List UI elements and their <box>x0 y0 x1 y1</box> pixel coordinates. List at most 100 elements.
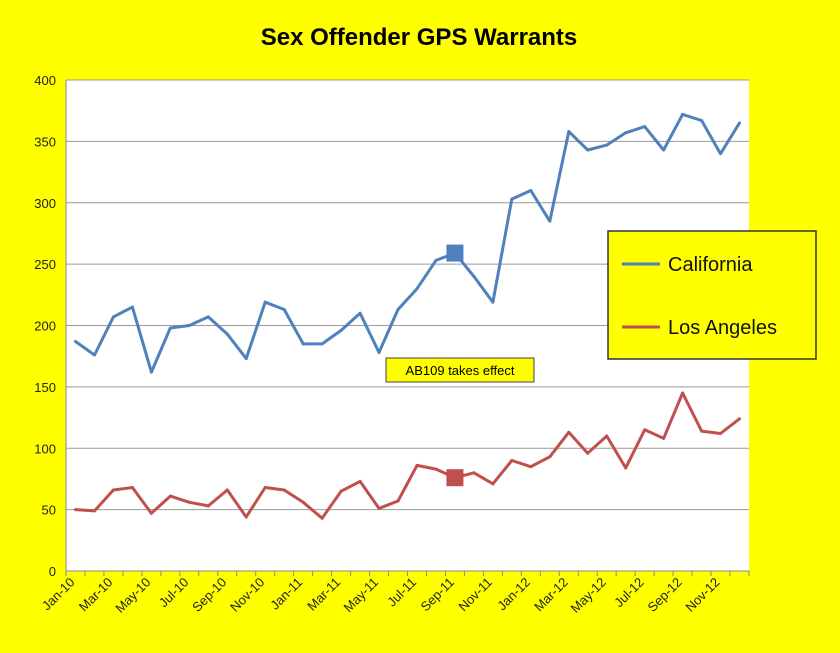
data-point <box>510 197 514 201</box>
data-point <box>529 188 533 192</box>
data-point <box>700 119 704 123</box>
x-tick-label: Mar-10 <box>76 575 116 615</box>
gridlines <box>65 79 749 572</box>
data-point <box>130 305 134 309</box>
data-point <box>301 342 305 346</box>
data-point <box>415 463 419 467</box>
x-tick-label: Jan-10 <box>39 575 78 614</box>
data-point <box>643 125 647 129</box>
data-point <box>168 494 172 498</box>
event-marker <box>446 469 464 487</box>
data-point <box>700 429 704 433</box>
x-tick-label: Sep-11 <box>417 575 457 615</box>
data-point <box>149 511 153 515</box>
data-point <box>111 488 115 492</box>
data-point <box>472 274 476 278</box>
data-point <box>605 434 609 438</box>
x-tick-label: Nov-10 <box>227 575 267 615</box>
x-tick-label: May-12 <box>568 575 609 616</box>
data-point <box>339 489 343 493</box>
x-tick-label: Sep-10 <box>189 575 229 615</box>
y-tick-label: 300 <box>34 196 56 211</box>
data-point <box>643 428 647 432</box>
data-point <box>282 488 286 492</box>
data-point <box>472 471 476 475</box>
event-marker <box>446 244 464 262</box>
data-point <box>339 328 343 332</box>
data-point <box>681 391 685 395</box>
data-point <box>491 300 495 304</box>
data-point <box>149 370 153 374</box>
data-point <box>605 143 609 147</box>
legend-label-california: California <box>668 254 753 276</box>
x-tick-label: Jan-12 <box>494 575 533 614</box>
legend: California Los Angeles <box>607 230 817 360</box>
data-point <box>301 500 305 504</box>
data-point <box>282 308 286 312</box>
data-point <box>111 315 115 319</box>
data-point <box>719 432 723 436</box>
data-point <box>130 486 134 490</box>
data-point <box>187 324 191 327</box>
data-point <box>415 287 419 291</box>
data-point <box>738 121 742 125</box>
data-point <box>244 357 248 361</box>
data-point <box>567 430 571 434</box>
data-point <box>225 332 229 336</box>
data-point <box>738 417 742 421</box>
data-point <box>377 506 381 510</box>
data-point <box>320 516 324 520</box>
x-tick-label: Jul-12 <box>611 575 647 611</box>
data-point <box>567 130 571 134</box>
y-tick-label: 350 <box>34 134 56 149</box>
data-point <box>662 148 666 152</box>
data-point <box>263 486 267 490</box>
data-point <box>92 509 96 513</box>
y-tick-label: 100 <box>34 441 56 456</box>
data-point <box>662 436 666 440</box>
y-tick-label: 400 <box>34 73 56 88</box>
x-tick-label: Jul-11 <box>384 575 419 610</box>
x-tick-label: Mar-12 <box>531 575 571 615</box>
data-point <box>92 353 96 357</box>
legend-label-los-angeles: Los Angeles <box>668 317 777 339</box>
data-point <box>434 258 438 262</box>
data-point <box>358 311 362 315</box>
x-tick-label: May-10 <box>112 575 153 616</box>
data-point <box>624 131 628 135</box>
data-point <box>396 499 400 503</box>
y-tick-label: 0 <box>49 564 56 579</box>
data-point <box>586 451 590 455</box>
x-tick-label: Mar-11 <box>304 575 343 614</box>
data-point <box>73 339 77 343</box>
y-tick-label: 150 <box>34 380 56 395</box>
data-point <box>244 515 248 519</box>
series-line-california <box>74 112 741 374</box>
data-point <box>548 455 552 459</box>
annotation: AB109 takes effect <box>385 357 535 383</box>
x-tick-label: Jul-10 <box>156 575 192 611</box>
data-point <box>358 479 362 483</box>
x-tick-label: Sep-12 <box>644 575 684 615</box>
data-point <box>263 300 267 304</box>
y-axis: 0 50 100 150 200 250 300 350 400 <box>34 73 56 579</box>
x-tick-label: Nov-11 <box>455 575 495 615</box>
y-tick-label: 250 <box>34 257 56 272</box>
data-point <box>187 500 191 504</box>
y-tick-label: 200 <box>34 319 56 334</box>
series-layer <box>73 112 742 520</box>
x-tick-label: Nov-12 <box>682 575 722 615</box>
data-point <box>206 315 210 319</box>
data-point <box>434 467 438 471</box>
data-point <box>719 152 723 156</box>
y-tick-label: 50 <box>42 503 56 518</box>
data-point <box>225 488 229 492</box>
data-point <box>548 219 552 223</box>
data-point <box>529 465 533 469</box>
annotation-label: AB109 takes effect <box>406 363 515 378</box>
chart-title: Sex Offender GPS Warrants <box>261 24 578 51</box>
data-point <box>206 504 210 508</box>
data-point <box>586 148 590 152</box>
